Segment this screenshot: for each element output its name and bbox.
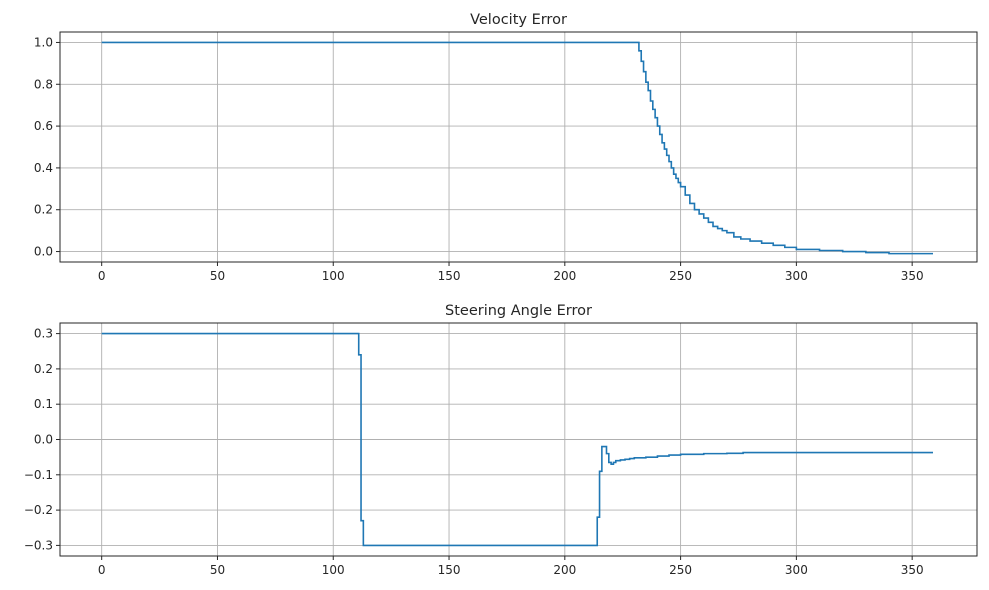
y-tick-label: −0.2 — [24, 503, 53, 517]
y-tick-label: 0.1 — [34, 397, 53, 411]
chart-title: Velocity Error — [470, 12, 567, 28]
x-tick-label: 50 — [210, 269, 225, 283]
chart-title: Steering Angle Error — [445, 303, 592, 319]
x-tick-label: 0 — [98, 563, 106, 577]
x-tick-label: 250 — [669, 563, 692, 577]
series-line — [101, 332, 934, 547]
y-tick-label: −0.3 — [24, 538, 53, 552]
velocity-error-chart: Velocity Error 0 50 100 150 200 250 300 350 0.0 0… — [34, 12, 978, 283]
steering-angle-error-chart: Steering Angle Error 0 50 100 150 200 250 300 3… — [24, 303, 978, 577]
x-tick-label: 150 — [438, 563, 461, 577]
y-tick-label: 0.2 — [34, 362, 53, 376]
x-tick-label: 200 — [553, 563, 576, 577]
x-tick-label: 100 — [322, 563, 345, 577]
y-tick-label: 0.8 — [34, 77, 53, 91]
x-tick-label: 300 — [785, 269, 808, 283]
x-tick-label: 250 — [669, 269, 692, 283]
y-tick-label: 0.4 — [34, 161, 53, 175]
y-tick-label: −0.1 — [24, 468, 53, 482]
x-tick-label: 50 — [210, 563, 225, 577]
x-tick-label: 350 — [901, 269, 924, 283]
x-tick-label: 0 — [98, 269, 106, 283]
series-line — [101, 41, 934, 255]
x-tick-label: 150 — [438, 269, 461, 283]
x-tick-label: 200 — [553, 269, 576, 283]
y-tick-label: 1.0 — [34, 35, 53, 49]
plot-frame — [59, 31, 978, 263]
y-tick-label: 0.2 — [34, 203, 53, 217]
x-tick-label: 350 — [901, 563, 924, 577]
y-tick-label: 0.3 — [34, 327, 53, 341]
y-tick-label: 0.0 — [34, 245, 53, 259]
x-tick-label: 300 — [785, 563, 808, 577]
y-tick-label: 0.0 — [34, 433, 53, 447]
x-tick-label: 100 — [322, 269, 345, 283]
y-tick-label: 0.6 — [34, 119, 53, 133]
